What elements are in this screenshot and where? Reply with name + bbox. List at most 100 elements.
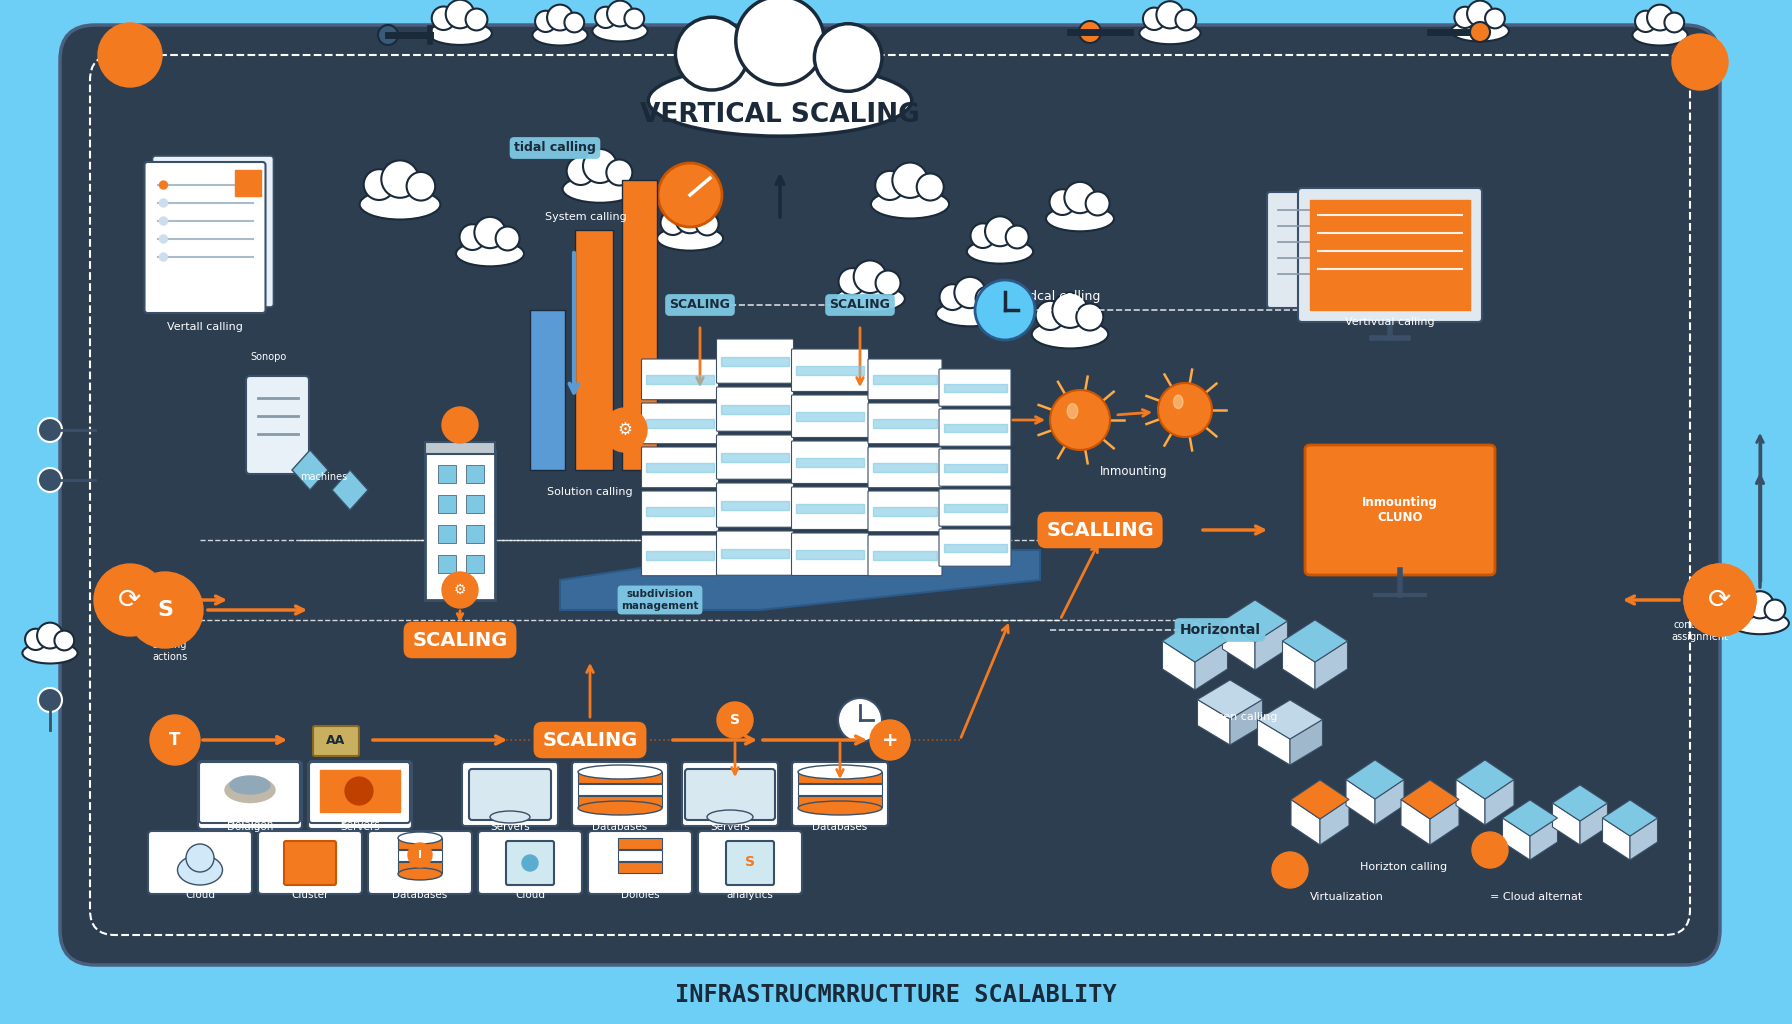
- Text: ⟳: ⟳: [118, 586, 142, 614]
- Bar: [797, 784, 882, 795]
- Text: Cluster: Cluster: [292, 890, 328, 900]
- Bar: [796, 550, 864, 559]
- Ellipse shape: [398, 831, 443, 844]
- Ellipse shape: [658, 226, 724, 251]
- Text: SCALING: SCALING: [412, 631, 507, 649]
- Bar: [321, 770, 400, 812]
- Text: SCALING: SCALING: [543, 730, 638, 750]
- Ellipse shape: [968, 240, 1034, 263]
- Ellipse shape: [22, 643, 77, 664]
- Bar: [873, 420, 937, 428]
- Circle shape: [496, 226, 520, 251]
- FancyBboxPatch shape: [197, 761, 303, 829]
- Circle shape: [892, 163, 928, 198]
- Text: Servers: Servers: [340, 820, 380, 830]
- FancyBboxPatch shape: [685, 769, 774, 820]
- Circle shape: [1665, 12, 1684, 33]
- Text: Inmounting
CLUNO: Inmounting CLUNO: [1362, 496, 1437, 524]
- Polygon shape: [1254, 621, 1287, 670]
- Text: T: T: [168, 731, 181, 749]
- Text: analytics: analytics: [726, 890, 774, 900]
- Circle shape: [1455, 7, 1475, 28]
- FancyBboxPatch shape: [939, 489, 1011, 526]
- Polygon shape: [1283, 620, 1348, 662]
- Circle shape: [1005, 225, 1029, 249]
- Polygon shape: [1602, 818, 1631, 860]
- Text: System calling: System calling: [545, 212, 627, 222]
- Circle shape: [1079, 22, 1100, 43]
- Text: holdcal calling: holdcal calling: [1011, 290, 1100, 303]
- Bar: [796, 412, 864, 421]
- Ellipse shape: [428, 22, 491, 45]
- Circle shape: [918, 173, 944, 201]
- Circle shape: [93, 564, 167, 636]
- Ellipse shape: [360, 189, 441, 219]
- Circle shape: [1158, 383, 1211, 437]
- Polygon shape: [1195, 641, 1228, 690]
- Circle shape: [566, 157, 595, 185]
- FancyBboxPatch shape: [867, 490, 943, 531]
- Ellipse shape: [1452, 20, 1509, 42]
- Polygon shape: [1552, 785, 1607, 821]
- Polygon shape: [1581, 803, 1607, 845]
- Bar: [437, 525, 455, 543]
- Ellipse shape: [871, 189, 950, 218]
- Polygon shape: [1374, 779, 1403, 825]
- Circle shape: [25, 629, 47, 650]
- Bar: [579, 784, 661, 795]
- FancyBboxPatch shape: [792, 441, 869, 483]
- FancyBboxPatch shape: [699, 831, 803, 894]
- Circle shape: [1143, 7, 1165, 30]
- Polygon shape: [1258, 720, 1290, 765]
- Text: Dololes: Dololes: [620, 890, 659, 900]
- Ellipse shape: [708, 810, 753, 824]
- FancyBboxPatch shape: [1267, 193, 1353, 308]
- Text: +: +: [882, 730, 898, 750]
- Text: = Cloud alternat: = Cloud alternat: [1489, 892, 1582, 902]
- Ellipse shape: [1032, 319, 1107, 348]
- Text: Virtualization: Virtualization: [1310, 892, 1383, 902]
- Bar: [466, 465, 484, 483]
- Ellipse shape: [532, 25, 588, 45]
- FancyBboxPatch shape: [867, 535, 943, 575]
- Circle shape: [536, 10, 556, 32]
- Text: S: S: [158, 600, 174, 620]
- Polygon shape: [1455, 779, 1486, 825]
- Circle shape: [1684, 564, 1756, 636]
- Circle shape: [466, 8, 487, 31]
- FancyBboxPatch shape: [1297, 188, 1482, 322]
- Text: VERTICAL SCALING: VERTICAL SCALING: [640, 102, 919, 128]
- Text: Dolalgon: Dolalgon: [228, 822, 272, 831]
- Circle shape: [303, 867, 317, 883]
- Bar: [647, 376, 713, 384]
- Ellipse shape: [579, 765, 661, 779]
- Polygon shape: [1502, 800, 1557, 836]
- Bar: [575, 230, 613, 470]
- FancyBboxPatch shape: [478, 831, 582, 894]
- Circle shape: [624, 8, 643, 29]
- Text: Servers: Servers: [340, 822, 380, 831]
- Bar: [720, 404, 788, 415]
- Polygon shape: [1321, 800, 1349, 845]
- Circle shape: [582, 150, 616, 183]
- Text: ⟳: ⟳: [1708, 586, 1731, 614]
- FancyBboxPatch shape: [199, 762, 299, 823]
- FancyBboxPatch shape: [939, 409, 1011, 446]
- Circle shape: [975, 280, 1036, 340]
- Circle shape: [159, 199, 167, 207]
- Bar: [720, 356, 788, 367]
- Text: Solution calling: Solution calling: [547, 487, 633, 497]
- FancyBboxPatch shape: [308, 761, 412, 829]
- Text: tidal calling: tidal calling: [514, 141, 597, 155]
- Circle shape: [564, 12, 584, 33]
- Polygon shape: [1222, 600, 1287, 642]
- FancyBboxPatch shape: [572, 762, 668, 826]
- Bar: [618, 838, 661, 849]
- FancyBboxPatch shape: [717, 387, 794, 431]
- Text: scaling
actions: scaling actions: [152, 640, 188, 662]
- Circle shape: [869, 720, 910, 760]
- Circle shape: [38, 623, 63, 648]
- Circle shape: [1050, 390, 1109, 450]
- Bar: [466, 495, 484, 513]
- FancyBboxPatch shape: [283, 841, 337, 885]
